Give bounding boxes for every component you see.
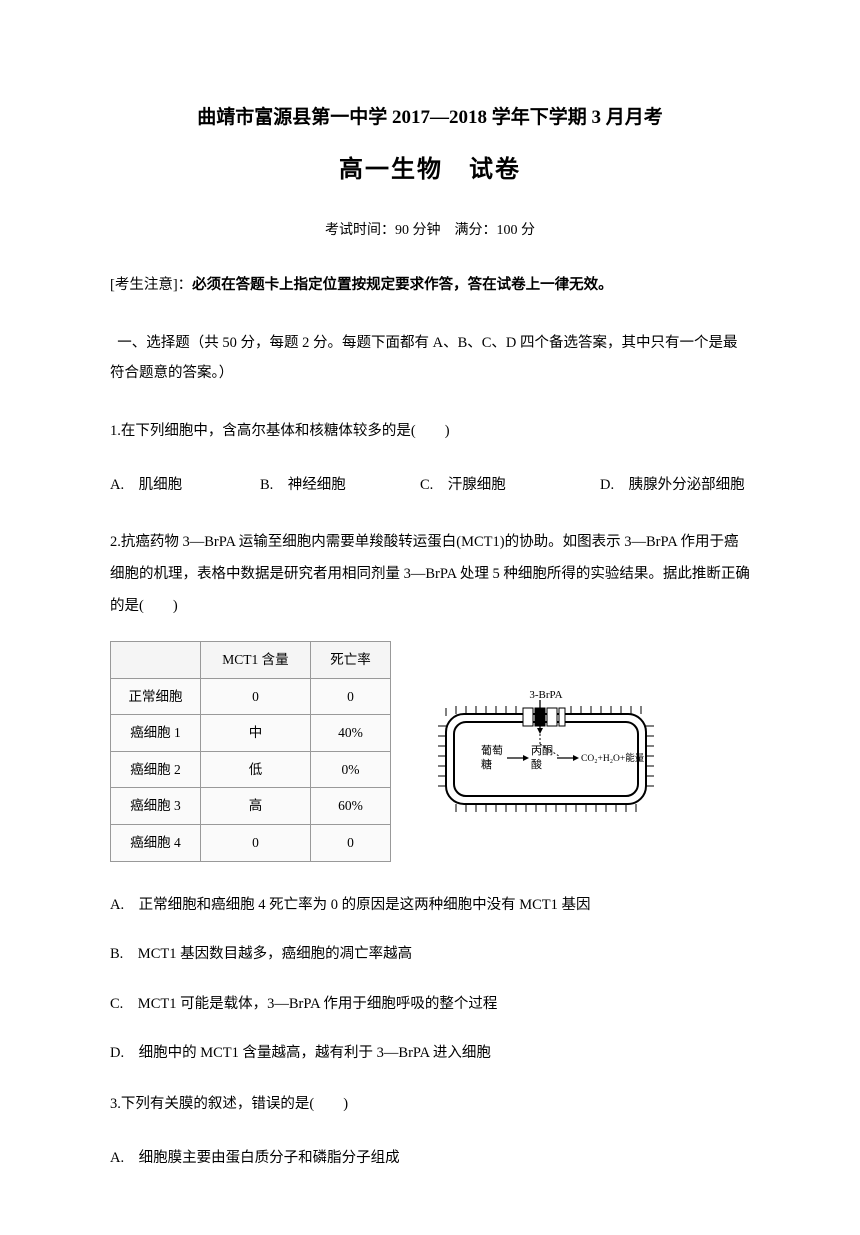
exam-notice: [考生注意]：必须在答题卡上指定位置按规定要求作答，答在试卷上一律无效。	[110, 272, 750, 300]
question-1-options: A. 肌细胞 B. 神经细胞 C. 汗腺细胞 D. 胰腺外分泌部细胞	[110, 472, 750, 500]
diagram-label-products: CO₂+H₂O+能量	[581, 752, 645, 764]
q1-option-a: A. 肌细胞	[110, 472, 260, 500]
diagram-label-glucose-1: 葡萄	[481, 744, 503, 757]
diagram-label-top: 3-BrPA	[529, 689, 562, 701]
question-1-text: 1.在下列细胞中，含高尔基体和核糖体较多的是( )	[110, 417, 750, 446]
table-row: 癌细胞 2 低 0%	[111, 751, 391, 788]
exam-info: 考试时间：90 分钟 满分：100 分	[110, 218, 750, 245]
q1-option-d: D. 胰腺外分泌部细胞	[600, 472, 750, 500]
diagram-label-pyruvate-2: 酸	[531, 757, 542, 771]
table-cell: 正常细胞	[111, 678, 201, 715]
table-cell: 癌细胞 4	[111, 825, 201, 862]
diagram-label-glucose-2: 糖	[481, 757, 492, 771]
q2-option-b: B. MCT1 基因数目越多，癌细胞的凋亡率越高	[110, 941, 750, 969]
notice-text: 必须在答题卡上指定位置按规定要求作答，答在试卷上一律无效。	[192, 277, 613, 293]
question-2-figure-row: MCT1 含量 死亡率 正常细胞 0 0 癌细胞 1 中 40% 癌细胞 2 低…	[110, 641, 750, 862]
table-cell: 高	[201, 788, 311, 825]
table-cell: 40%	[311, 715, 391, 752]
table-row: MCT1 含量 死亡率	[111, 641, 391, 678]
table-cell: 癌细胞 3	[111, 788, 201, 825]
table-cell: 中	[201, 715, 311, 752]
table-row: 癌细胞 3 高 60%	[111, 788, 391, 825]
q3-option-a: A. 细胞膜主要由蛋白质分子和磷脂分子组成	[110, 1145, 750, 1173]
table-cell: 低	[201, 751, 311, 788]
q2-option-c: C. MCT1 可能是载体，3—BrPA 作用于细胞呼吸的整个过程	[110, 991, 750, 1019]
table-cell: 0	[201, 678, 311, 715]
table-cell: 60%	[311, 788, 391, 825]
table-row: 癌细胞 4 0 0	[111, 825, 391, 862]
diagram-label-pyruvate-1: 丙酮	[531, 744, 553, 757]
table-row: 正常细胞 0 0	[111, 678, 391, 715]
table-header	[111, 641, 201, 678]
section-1-intro: 一、选择题（共 50 分，每题 2 分。每题下面都有 A、B、C、D 四个备选答…	[110, 328, 750, 389]
table-cell: 0	[311, 678, 391, 715]
table-cell: 0%	[311, 751, 391, 788]
q2-option-a: A. 正常细胞和癌细胞 4 死亡率为 0 的原因是这两种细胞中没有 MCT1 基…	[110, 892, 750, 920]
question-3-text: 3.下列有关膜的叙述，错误的是( )	[110, 1090, 750, 1119]
notice-label: [考生注意]：	[110, 277, 192, 293]
table-cell: 癌细胞 2	[111, 751, 201, 788]
exam-title-2: 高一生物 试卷	[110, 148, 750, 194]
q2-data-table: MCT1 含量 死亡率 正常细胞 0 0 癌细胞 1 中 40% 癌细胞 2 低…	[110, 641, 391, 862]
q2-cell-diagram: 3-BrPA 葡萄 糖	[431, 686, 661, 816]
q1-option-b: B. 神经细胞	[260, 472, 420, 500]
table-header: MCT1 含量	[201, 641, 311, 678]
table-row: 癌细胞 1 中 40%	[111, 715, 391, 752]
question-2-text: 2.抗癌药物 3—BrPA 运输至细胞内需要单羧酸转运蛋白(MCT1)的协助。如…	[110, 527, 750, 623]
table-cell: 0	[311, 825, 391, 862]
table-cell: 癌细胞 1	[111, 715, 201, 752]
exam-title-1: 曲靖市富源县第一中学 2017—2018 学年下学期 3 月月考	[110, 100, 750, 136]
q1-option-c: C. 汗腺细胞	[420, 472, 600, 500]
table-header: 死亡率	[311, 641, 391, 678]
table-cell: 0	[201, 825, 311, 862]
q2-option-d: D. 细胞中的 MCT1 含量越高，越有利于 3—BrPA 进入细胞	[110, 1040, 750, 1068]
